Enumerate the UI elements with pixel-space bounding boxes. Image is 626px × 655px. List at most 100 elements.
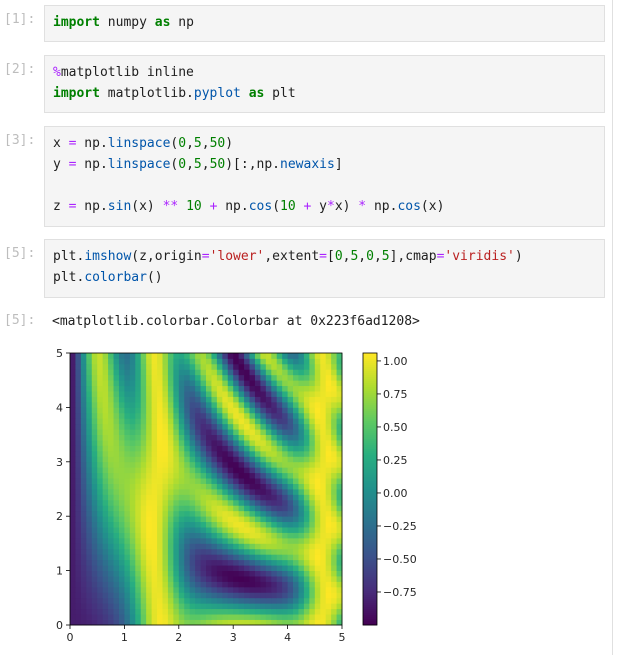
heatmap-cell [227, 505, 234, 512]
heatmap-cell [282, 380, 288, 387]
heatmap-cell [206, 619, 212, 626]
heatmap-cell [254, 472, 261, 479]
colorbar-tick-label: 1.00 [383, 355, 408, 368]
heatmap-cell [146, 472, 152, 479]
heatmap-cell [151, 597, 158, 604]
heatmap-cell [298, 570, 305, 577]
heatmap-cell [151, 505, 158, 512]
heatmap-cell [118, 461, 125, 468]
heatmap-cell [70, 401, 76, 408]
heatmap-cell [265, 423, 272, 430]
code-cell-2[interactable]: %matplotlib inline import matplotlib.pypl… [44, 55, 605, 113]
heatmap-cell [167, 391, 174, 397]
heatmap-cell [108, 483, 114, 490]
heatmap-cell [276, 581, 283, 588]
code-cell-1[interactable]: import numpy as np [44, 5, 605, 42]
heatmap-cell [216, 608, 223, 615]
scrollbar-track[interactable] [612, 0, 613, 655]
heatmap-cell [244, 483, 250, 490]
heatmap-cell [146, 548, 152, 555]
output-prompt: [5]: [4, 313, 36, 328]
heatmap-cell [178, 353, 185, 359]
heatmap-cell [118, 467, 125, 474]
heatmap-cell [254, 467, 261, 474]
heatmap-cell [233, 445, 240, 452]
heatmap-cell [91, 576, 98, 582]
heatmap-cell [167, 418, 174, 425]
colorbar-segment [363, 459, 377, 462]
heatmap-cell [265, 559, 272, 566]
code-cell-3[interactable]: x = np.linspace(0,5,50) y = np.linspace(0… [44, 126, 605, 227]
heatmap-cell [303, 592, 310, 599]
heatmap-cell [200, 516, 207, 523]
heatmap-cell [206, 554, 212, 561]
heatmap-cell [276, 554, 283, 561]
heatmap-cell [216, 418, 223, 425]
heatmap-cell [113, 483, 120, 490]
heatmap-cell [102, 532, 109, 539]
heatmap-cell [293, 559, 299, 566]
heatmap-cell [91, 353, 98, 359]
heatmap-cell [129, 516, 136, 523]
heatmap-cell [140, 494, 147, 501]
heatmap-cell [157, 445, 163, 452]
heatmap-cell [146, 467, 152, 474]
heatmap-cell [331, 445, 337, 452]
heatmap-cell [211, 429, 218, 435]
heatmap-cell [113, 445, 120, 452]
code-cell-5[interactable]: plt.imshow(z,origin='lower',extent=[0,5,… [44, 239, 605, 298]
heatmap-cell [276, 363, 283, 370]
heatmap-cell [271, 353, 278, 359]
heatmap-cell [303, 412, 310, 419]
code-token: np. [76, 157, 108, 172]
heatmap-cell [298, 434, 305, 441]
heatmap-cell [189, 363, 196, 370]
heatmap-cell [309, 614, 316, 620]
heatmap-cell [162, 608, 169, 615]
heatmap-cell [303, 559, 310, 566]
heatmap-cell [293, 554, 299, 561]
cell-prompt: [3]: [4, 133, 36, 148]
heatmap-cell [320, 532, 327, 539]
heatmap-cell [222, 385, 229, 392]
code-token: ( [272, 199, 281, 214]
heatmap-cell [167, 472, 174, 479]
heatmap-cell [91, 499, 98, 506]
heatmap-cell [331, 554, 337, 561]
heatmap-cell [140, 559, 147, 566]
heatmap-cell [184, 489, 191, 495]
code-token: (x) [131, 199, 163, 214]
heatmap-cell [320, 597, 327, 604]
colorbar-segment [363, 545, 377, 548]
heatmap-cell [113, 516, 120, 523]
heatmap-cell [70, 499, 76, 506]
heatmap-cell [118, 537, 125, 544]
heatmap-cell [282, 614, 288, 620]
heatmap-cell [167, 401, 174, 408]
colorbar-segment [363, 439, 377, 442]
heatmap-cell [303, 554, 310, 561]
heatmap-cell [276, 423, 283, 430]
heatmap-cell [157, 456, 163, 463]
colorbar-segment [363, 473, 377, 476]
heatmap-cell [227, 396, 234, 403]
heatmap-cell [86, 456, 93, 463]
heatmap-cell [271, 472, 278, 479]
heatmap-cell [70, 494, 76, 501]
heatmap-cell [75, 483, 82, 490]
heatmap-cell [293, 467, 299, 474]
heatmap-cell [184, 429, 191, 435]
heatmap-cell [91, 608, 98, 615]
heatmap-cell [97, 581, 104, 588]
heatmap-cell [70, 353, 76, 359]
heatmap-cell [331, 456, 337, 463]
heatmap-cell [293, 619, 299, 626]
code-token: 5 [193, 136, 202, 151]
heatmap-cell [157, 440, 163, 446]
heatmap-cell [206, 461, 212, 468]
heatmap-cell [146, 483, 152, 490]
code-token: np. [366, 199, 398, 214]
heatmap-cell [314, 597, 321, 604]
heatmap-cell [97, 472, 104, 479]
heatmap-cell [233, 554, 240, 561]
